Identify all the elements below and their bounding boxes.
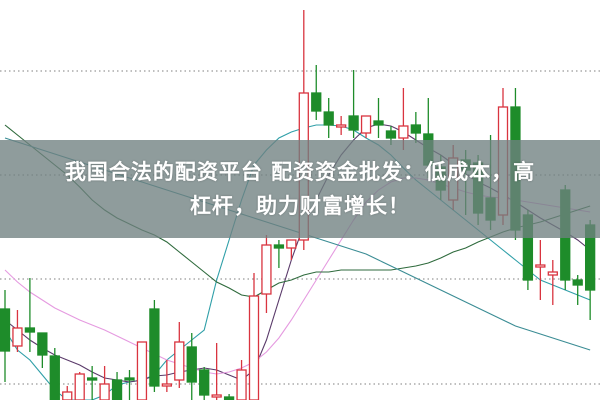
candle-down	[149, 308, 160, 387]
candle-up	[261, 244, 272, 295]
candle-down	[311, 92, 322, 112]
candle-down	[37, 332, 48, 356]
candle-down	[49, 355, 60, 400]
candle-down	[273, 244, 285, 249]
candle-up	[335, 124, 347, 128]
candle-down	[186, 346, 197, 383]
candle-down	[323, 111, 334, 126]
candle-up	[136, 341, 148, 400]
candle-down	[572, 279, 583, 286]
candle-up	[248, 295, 260, 400]
headline-line-2: 杠杆，助力财富增长！	[190, 194, 410, 218]
candle-down	[410, 124, 422, 134]
candle-down	[0, 308, 11, 352]
candle-down	[124, 377, 135, 381]
candle-up	[398, 125, 409, 139]
candle-down	[373, 120, 384, 126]
candle-up	[74, 373, 85, 400]
candle-up	[174, 341, 185, 381]
candle-up	[547, 271, 558, 276]
candle-up	[161, 383, 173, 387]
candle-up	[62, 391, 73, 400]
candle-up	[211, 394, 222, 398]
candle-down	[348, 115, 359, 131]
headline-banner: 我国合法的配资平台 配资资金批发：低成本，高 杠杆，助力财富增长！	[0, 140, 600, 238]
candle-up	[99, 383, 110, 400]
candle-down	[24, 327, 36, 333]
candle-down	[87, 377, 98, 381]
candle-down	[199, 369, 210, 396]
candle-up	[286, 239, 297, 249]
candle-up	[535, 264, 546, 268]
candle-up	[236, 369, 247, 400]
headline-line-1: 我国合法的配资平台 配资资金批发：低成本，高	[64, 160, 536, 184]
candle-down	[111, 379, 123, 400]
candle-down	[223, 396, 235, 400]
candle-up	[12, 327, 23, 347]
candle-up	[360, 115, 372, 134]
candle-down	[385, 130, 397, 139]
